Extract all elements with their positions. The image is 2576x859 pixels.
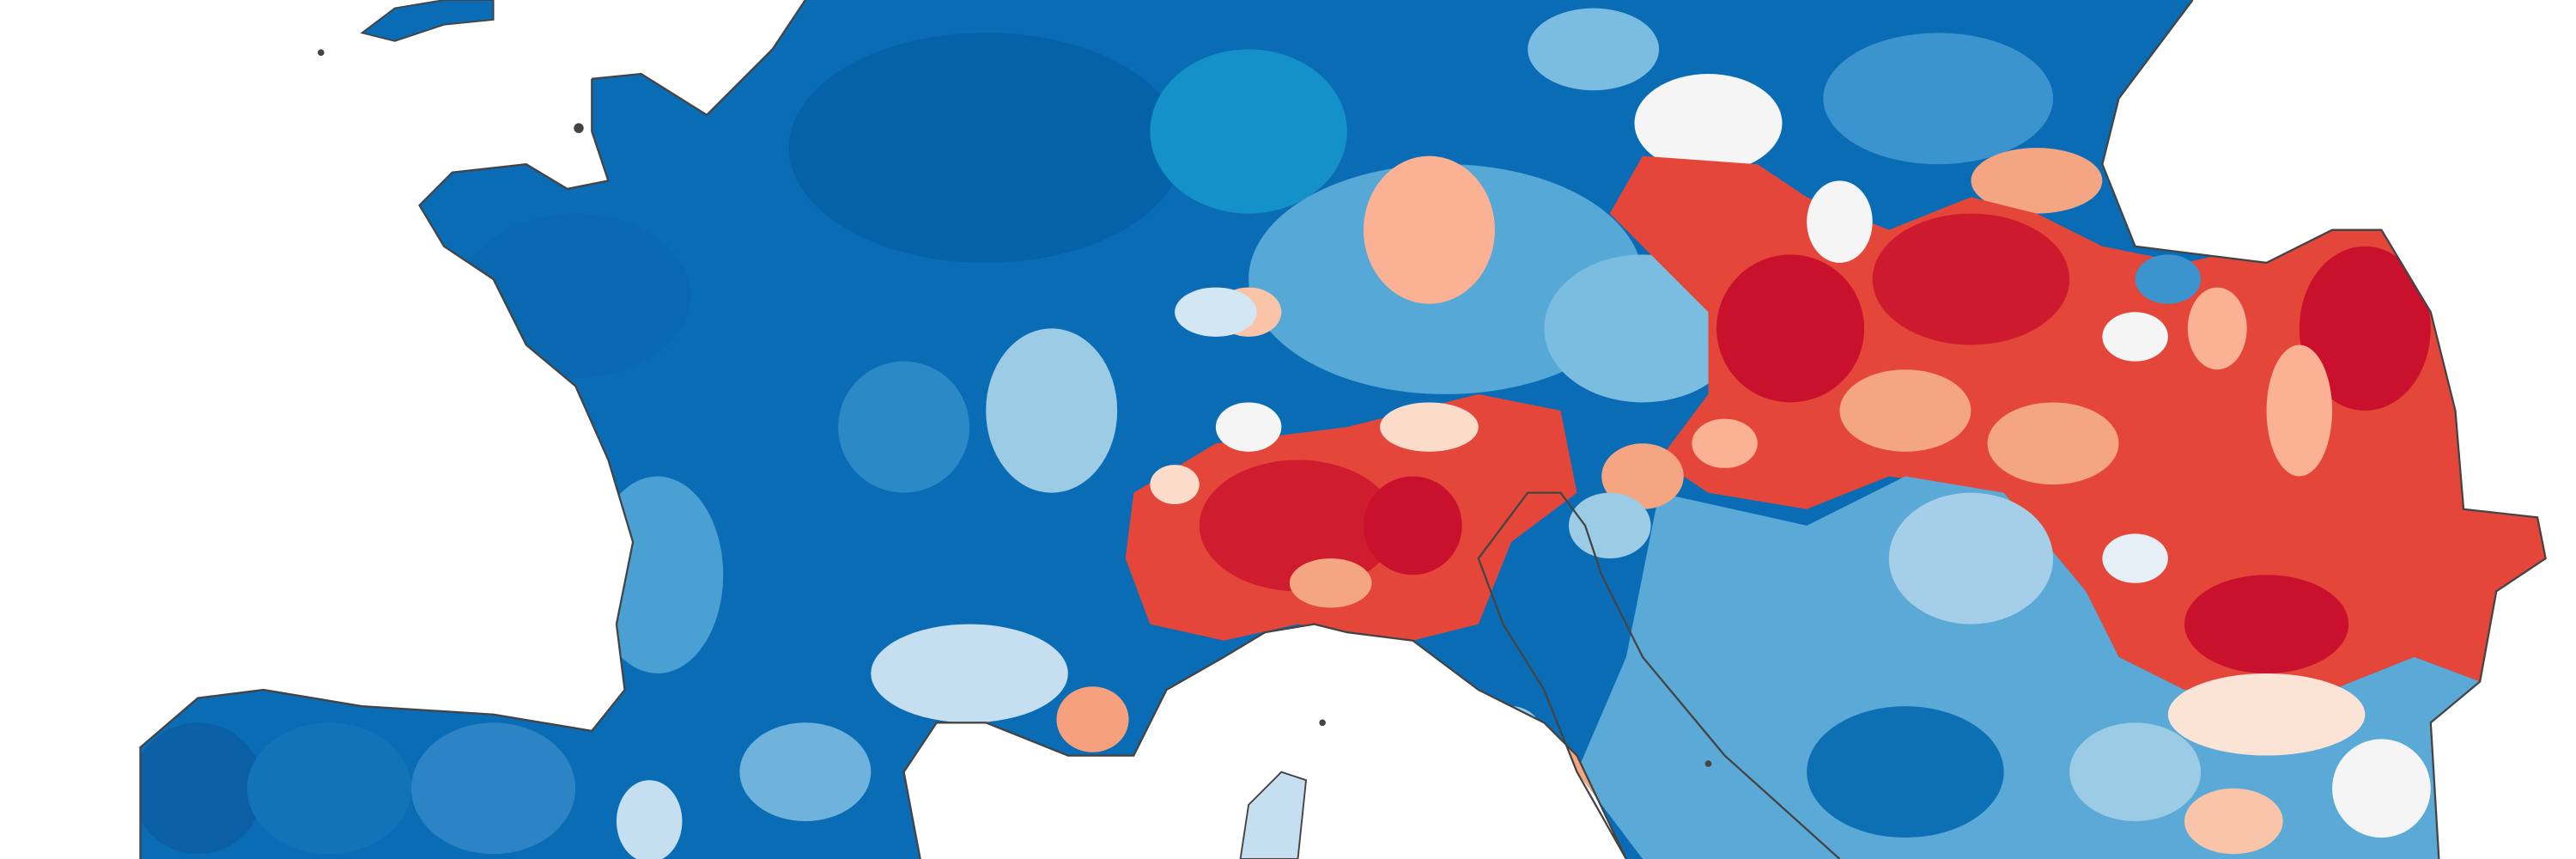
islet [1319,719,1326,727]
islet [574,123,584,133]
island [360,0,495,42]
coastline [139,0,2547,859]
islet [317,49,325,57]
island [1239,771,1308,859]
islet [1704,760,1712,767]
